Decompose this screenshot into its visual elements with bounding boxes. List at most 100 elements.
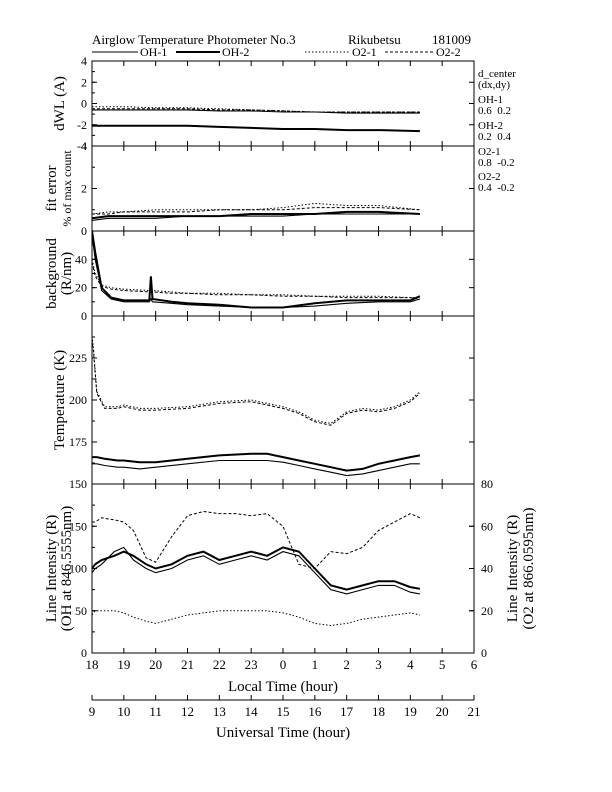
x-tick-label-ut: 17	[340, 704, 354, 719]
y-tick-label: -2	[77, 118, 87, 132]
d-center-name-0: OH-1	[478, 94, 503, 106]
series-oh-1	[92, 109, 420, 114]
x-tick-label-ut: 18	[372, 704, 385, 719]
x-tick-label-ut: 19	[404, 704, 417, 719]
d-center-values-3: 0.4 -0.2	[478, 182, 515, 194]
y2-axis-label: Line Intensity (R)	[505, 515, 521, 622]
station-name: Rikubetsu	[348, 32, 401, 47]
series-oh-2	[92, 452, 421, 472]
y-tick-label: 200	[69, 393, 87, 407]
series-oh-2	[92, 124, 420, 133]
d-center-values-0: 0.6 0.2	[478, 105, 511, 117]
x-tick-label-local: 2	[343, 657, 350, 672]
x-tick-label-local: 21	[181, 657, 194, 672]
y-tick-label: -4	[77, 139, 87, 153]
x-tick-label-local: 22	[213, 657, 226, 672]
x-tick-label-ut: 14	[245, 704, 259, 719]
series-o2-1	[92, 259, 420, 299]
series-o2-2	[92, 510, 421, 570]
legend-label-o21: O2-1	[352, 45, 377, 59]
x-tick-label-local: 3	[375, 657, 382, 672]
y-tick-label: 150	[69, 477, 87, 491]
panels: -4 -2 0 2 4 dWL (A) 0 2 4 fit error% of max count…	[44, 54, 537, 660]
y-tick-label: 100	[69, 562, 87, 576]
series-oh-1	[92, 546, 420, 595]
y-tick-label: 0	[81, 646, 87, 660]
y2-tick-label: 0	[481, 646, 487, 660]
d-center-units: (dx,dy)	[478, 79, 510, 91]
panel-frame	[91, 315, 475, 485]
panel-line-intensity: 0 50 100 150 0 20 40 60 80 Line Intensity (R) (OH …	[44, 477, 537, 660]
x-tick-label-ut: 10	[117, 704, 130, 719]
x-tick-label-ut: 15	[277, 704, 290, 719]
date-label: 181009	[432, 32, 471, 47]
y-tick-label: 150	[69, 519, 87, 533]
panel-frame	[91, 483, 475, 654]
series-oh-2	[92, 546, 421, 591]
x-tick-label-local: 20	[149, 657, 162, 672]
series-oh-1	[92, 213, 420, 221]
x-tick-label-local: 5	[439, 657, 446, 672]
y-tick-label: 175	[69, 435, 87, 449]
x-tick-label-ut: 9	[89, 704, 96, 719]
legend-label-oh1: OH-1	[140, 45, 167, 59]
y2-tick-label: 20	[481, 604, 493, 618]
x-tick-label-ut: 16	[308, 704, 322, 719]
series-o2-1	[92, 202, 420, 215]
y-tick-label: 50	[75, 604, 87, 618]
panel-dWL: -4 -2 0 2 4 dWL (A)	[52, 54, 475, 153]
panel-fit-error: 0 2 4 fit error% of max count	[44, 139, 475, 238]
x-tick-label-local: 1	[312, 657, 319, 672]
x-tick-label-local: 6	[471, 657, 478, 672]
y-axis-label-2: % of max count	[60, 150, 74, 227]
y2-tick-label: 40	[481, 562, 493, 576]
d-center-values-1: 0.2 0.4	[478, 131, 512, 143]
d-center-name-1: OH-2	[478, 120, 503, 132]
y-axis-label: Temperature (K)	[52, 350, 68, 450]
d-center-name-2: O2-1	[478, 146, 501, 158]
y-tick-label: 0	[81, 97, 87, 111]
x-tick-label-ut: 20	[436, 704, 449, 719]
series-o2-1	[92, 106, 420, 113]
x-axis-label-local: Local Time (hour)	[228, 679, 338, 695]
series-o2-2	[92, 339, 421, 426]
series-oh-2	[92, 210, 420, 220]
y-tick-label: 2	[81, 75, 87, 89]
series-oh-2	[92, 231, 421, 309]
legend-label-oh2: OH-2	[222, 45, 249, 59]
x-tick-label-local: 19	[117, 657, 130, 672]
panel-background: 0 20 40 background (R/nm)	[44, 230, 475, 323]
d-center-heading: d_center	[478, 68, 516, 80]
y-tick-label: 2	[81, 182, 87, 196]
legend-label-o22: O2-2	[436, 45, 461, 59]
y-axis-label-2: (OH at 846.5555nm)	[59, 506, 75, 631]
y2-tick-label: 60	[481, 519, 493, 533]
d-center-block: d_center (dx,dy) OH-1 0.6 0.2 OH-2 0.2 0…	[478, 68, 516, 194]
series-oh-1	[92, 459, 420, 477]
legend: OH-1 OH-2 O2-1 O2-2	[92, 45, 461, 59]
x-tick-label-ut: 12	[181, 704, 194, 719]
y-tick-label: 4	[81, 54, 87, 68]
y2-axis-label-2: (O2 at 866.0595nm)	[521, 507, 537, 629]
series-o2-2	[92, 108, 420, 113]
chart-title: Airglow Temperature Photometer No.3	[92, 32, 296, 47]
y-axis-label-2: (R/nm)	[59, 252, 75, 295]
y-axis-label: fit error	[44, 165, 60, 211]
x-tick-label-local: 23	[245, 657, 258, 672]
y-tick-label: 225	[69, 351, 87, 365]
panel-frame	[91, 60, 475, 147]
y-axis-label: dWL (A)	[52, 76, 68, 131]
y2-tick-label: 80	[481, 477, 493, 491]
x-tick-label-local: 0	[280, 657, 287, 672]
y-tick-label: 4	[81, 139, 87, 153]
x-tick-label-ut: 13	[213, 704, 226, 719]
x-tick-label-local: 18	[86, 657, 99, 672]
y-tick-label: 40	[75, 252, 87, 266]
x-tick-label-local: 4	[407, 657, 414, 672]
series-o2-1	[92, 610, 421, 627]
y-tick-label: 0	[81, 309, 87, 323]
series-o2-2	[92, 207, 420, 215]
y-axis-label: background	[44, 238, 60, 309]
